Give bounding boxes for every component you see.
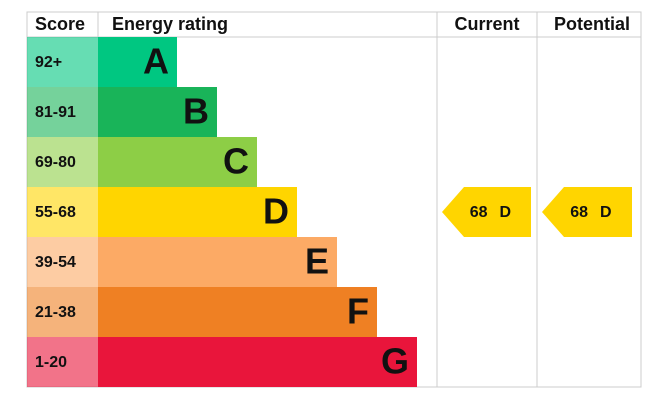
score-range: 1-20 bbox=[35, 354, 67, 371]
score-cell-bg bbox=[27, 187, 98, 237]
band-letter: E bbox=[305, 241, 329, 282]
rating-bar bbox=[98, 287, 377, 337]
rating-bar bbox=[98, 187, 297, 237]
rating-bar bbox=[98, 87, 217, 137]
score-range: 92+ bbox=[35, 54, 62, 71]
band-letter: G bbox=[381, 341, 409, 382]
band-letter: F bbox=[347, 291, 369, 332]
score-cell-bg bbox=[27, 87, 98, 137]
score-range: 55-68 bbox=[35, 204, 76, 221]
score-cell-bg bbox=[27, 337, 98, 387]
score-cell-bg bbox=[27, 37, 98, 87]
current-header: Current bbox=[454, 14, 519, 34]
score-range: 21-38 bbox=[35, 304, 76, 321]
current-score: 68 bbox=[470, 204, 488, 221]
potential-arrow bbox=[542, 187, 632, 237]
current-arrow bbox=[442, 187, 531, 237]
band-letter: C bbox=[223, 141, 249, 182]
rating-header: Energy rating bbox=[112, 14, 228, 34]
potential-letter: D bbox=[600, 204, 612, 221]
score-range: 39-54 bbox=[35, 254, 76, 271]
potential-score: 68 bbox=[570, 204, 588, 221]
score-range: 81-91 bbox=[35, 104, 76, 121]
score-cell-bg bbox=[27, 287, 98, 337]
score-cell-bg bbox=[27, 237, 98, 287]
score-range: 69-80 bbox=[35, 154, 76, 171]
score-cell-bg bbox=[27, 137, 98, 187]
band-letter: A bbox=[143, 41, 169, 82]
band-letter: B bbox=[183, 91, 209, 132]
current-letter: D bbox=[500, 204, 512, 221]
band-letter: D bbox=[263, 191, 289, 232]
rating-bar bbox=[98, 237, 337, 287]
rating-bar bbox=[98, 337, 417, 387]
potential-header: Potential bbox=[554, 14, 630, 34]
rating-bar bbox=[98, 37, 177, 87]
rating-bar bbox=[98, 137, 257, 187]
score-header: Score bbox=[35, 14, 85, 34]
